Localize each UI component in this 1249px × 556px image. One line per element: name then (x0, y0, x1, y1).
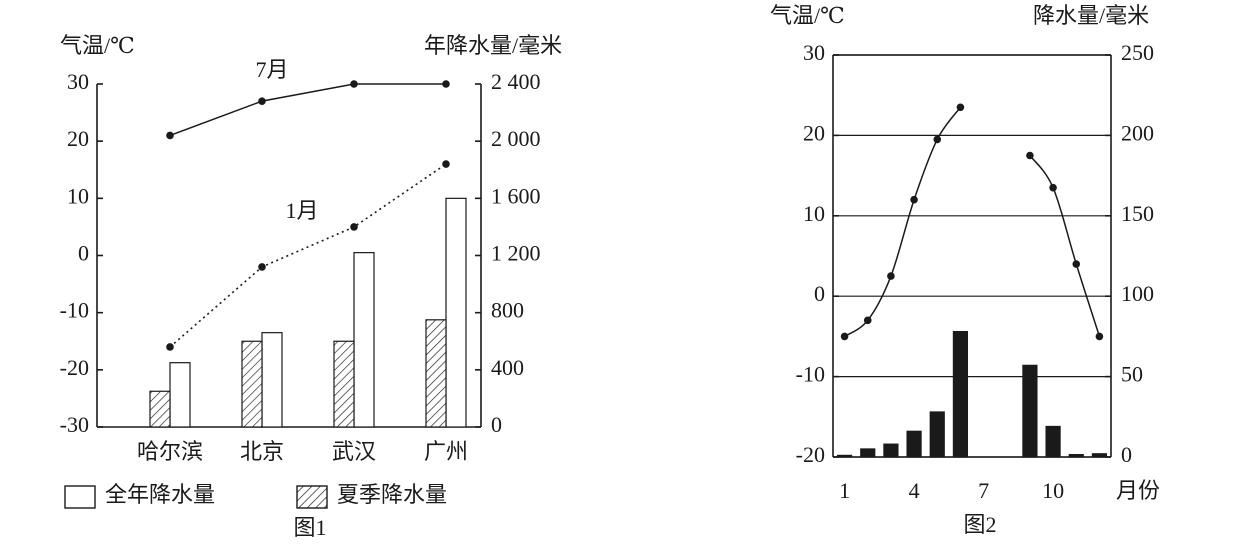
bar (860, 448, 876, 458)
y-axis-label: 气温/℃ (770, 3, 845, 28)
point (442, 80, 450, 88)
point (1049, 183, 1057, 192)
y-tick-label: 30 (67, 69, 89, 94)
y2-tick-label: 2 000 (491, 126, 541, 151)
line (1029, 155, 1101, 337)
y-tick-label: 20 (803, 120, 825, 145)
point (166, 131, 174, 140)
y-tick-label: 10 (803, 201, 825, 226)
bar (425, 319, 447, 428)
bar (836, 454, 853, 458)
x-tick-label: 哈尔滨 (137, 439, 203, 464)
y-tick-label: -10 (60, 298, 89, 323)
point (956, 103, 965, 112)
point (1095, 332, 1104, 341)
bar (241, 340, 263, 428)
x-tick-label: 1 (839, 478, 850, 503)
y2-tick-label: 250 (1121, 40, 1154, 65)
y-tick-label: 20 (67, 126, 89, 151)
bar (1022, 364, 1038, 458)
point (910, 195, 918, 204)
y2-tick-label: 100 (1121, 281, 1154, 306)
point (258, 97, 266, 105)
legend-label: 夏季降水量 (337, 482, 447, 507)
x-tick-label: 4 (909, 478, 920, 503)
point (442, 160, 450, 168)
bar (149, 390, 171, 428)
point (933, 135, 942, 144)
point (350, 80, 358, 88)
bar (169, 362, 191, 428)
point (863, 316, 872, 325)
point (350, 223, 358, 231)
point (1072, 260, 1081, 268)
y-tick-label: 0 (814, 281, 825, 306)
bar (1045, 425, 1061, 458)
point (258, 263, 266, 271)
y2-tick-label: 50 (1121, 362, 1143, 387)
y-tick-label: -20 (796, 442, 825, 467)
bar (883, 443, 899, 458)
y-tick-label: 0 (78, 241, 89, 266)
caption: 图2 (963, 512, 996, 537)
point (887, 272, 895, 280)
series-label: 1月 (285, 198, 318, 223)
y2-axis-label: 年降水量/毫米 (424, 33, 562, 58)
bar (261, 332, 283, 428)
y2-tick-label: 400 (491, 355, 524, 380)
bar (333, 340, 355, 428)
bar (353, 252, 375, 428)
y2-tick-label: 2 400 (491, 69, 541, 94)
y-axis-label: 气温/℃ (60, 33, 135, 58)
line (169, 163, 447, 348)
line (169, 83, 446, 137)
y2-tick-label: 0 (1121, 442, 1132, 467)
point (166, 343, 174, 351)
legend-swatch (64, 485, 96, 509)
y-tick-label: -20 (60, 355, 89, 380)
bar (952, 330, 969, 458)
y-tick-label: 10 (67, 183, 89, 208)
y-tick-label: 30 (803, 40, 825, 65)
x-tick-label: 10 (1042, 478, 1064, 503)
y2-tick-label: 150 (1121, 201, 1154, 226)
x-tick-label: 7 (978, 478, 989, 503)
x-tick-label: 北京 (240, 439, 284, 464)
bar (445, 197, 467, 428)
bar (1068, 453, 1084, 458)
point (840, 332, 849, 341)
caption: 图1 (293, 515, 326, 540)
y2-tick-label: 200 (1121, 120, 1154, 145)
x-tick-label: 广州 (424, 439, 468, 464)
y-tick-label: -10 (796, 362, 825, 387)
y2-tick-label: 0 (491, 412, 502, 437)
y-tick-label: -30 (60, 412, 89, 437)
bar (906, 430, 922, 458)
legend-label: 全年降水量 (105, 482, 215, 507)
series-label: 7月 (255, 57, 288, 82)
point (1026, 151, 1034, 160)
y2-tick-label: 1 200 (491, 241, 541, 266)
x-axis-label: 月份 (1116, 478, 1160, 503)
bar (929, 411, 945, 458)
y2-axis-label: 降水量/毫米 (1033, 3, 1149, 28)
legend-swatch (296, 485, 328, 509)
y2-tick-label: 800 (491, 298, 524, 323)
bar (1091, 453, 1108, 458)
x-tick-label: 武汉 (332, 439, 376, 464)
y2-tick-label: 1 600 (491, 183, 541, 208)
